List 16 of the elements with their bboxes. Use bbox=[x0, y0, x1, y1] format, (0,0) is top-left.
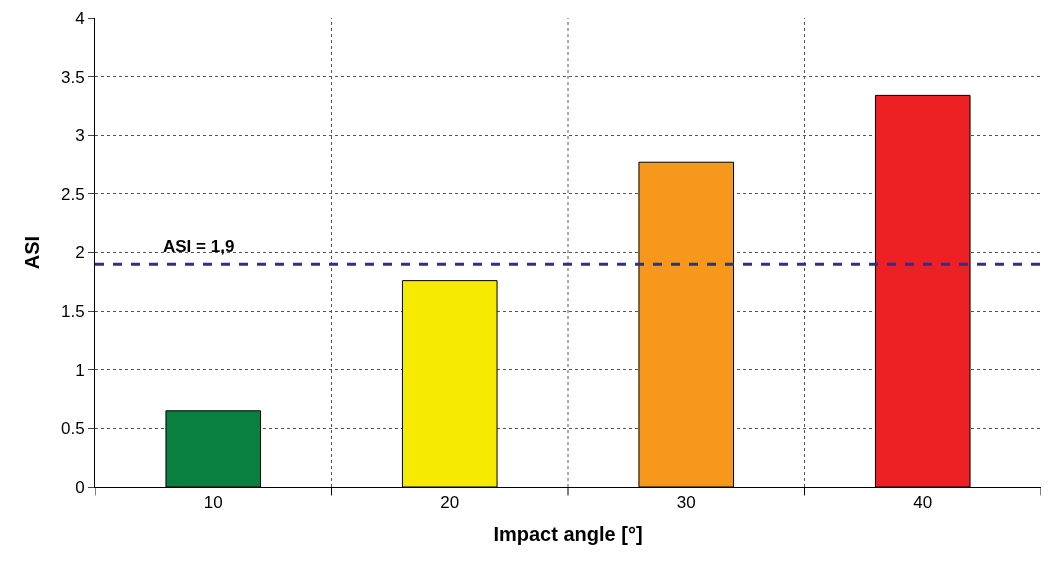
y-axis-title: ASI bbox=[21, 235, 44, 270]
y-tick-label: 2 bbox=[75, 243, 85, 263]
y-tick-label: 1 bbox=[75, 360, 85, 380]
y-tick-label: 0 bbox=[75, 477, 85, 497]
x-tick-label: 20 bbox=[440, 493, 460, 513]
y-tick-label: 2.5 bbox=[60, 184, 85, 204]
y-tick-label: 3 bbox=[75, 126, 85, 146]
y-tick-label: 3.5 bbox=[60, 67, 85, 87]
x-axis-title: Impact angle [°] bbox=[493, 522, 643, 545]
x-tick-label: 40 bbox=[913, 493, 933, 513]
y-tick-label: 1.5 bbox=[60, 302, 85, 322]
y-tick-label: 0.5 bbox=[60, 419, 85, 439]
x-tick-label: 30 bbox=[676, 493, 696, 513]
ref-line-label: ASI = 1,9 bbox=[163, 237, 235, 256]
x-tick-label: 10 bbox=[203, 493, 223, 513]
y-tick-label: 4 bbox=[75, 8, 85, 28]
